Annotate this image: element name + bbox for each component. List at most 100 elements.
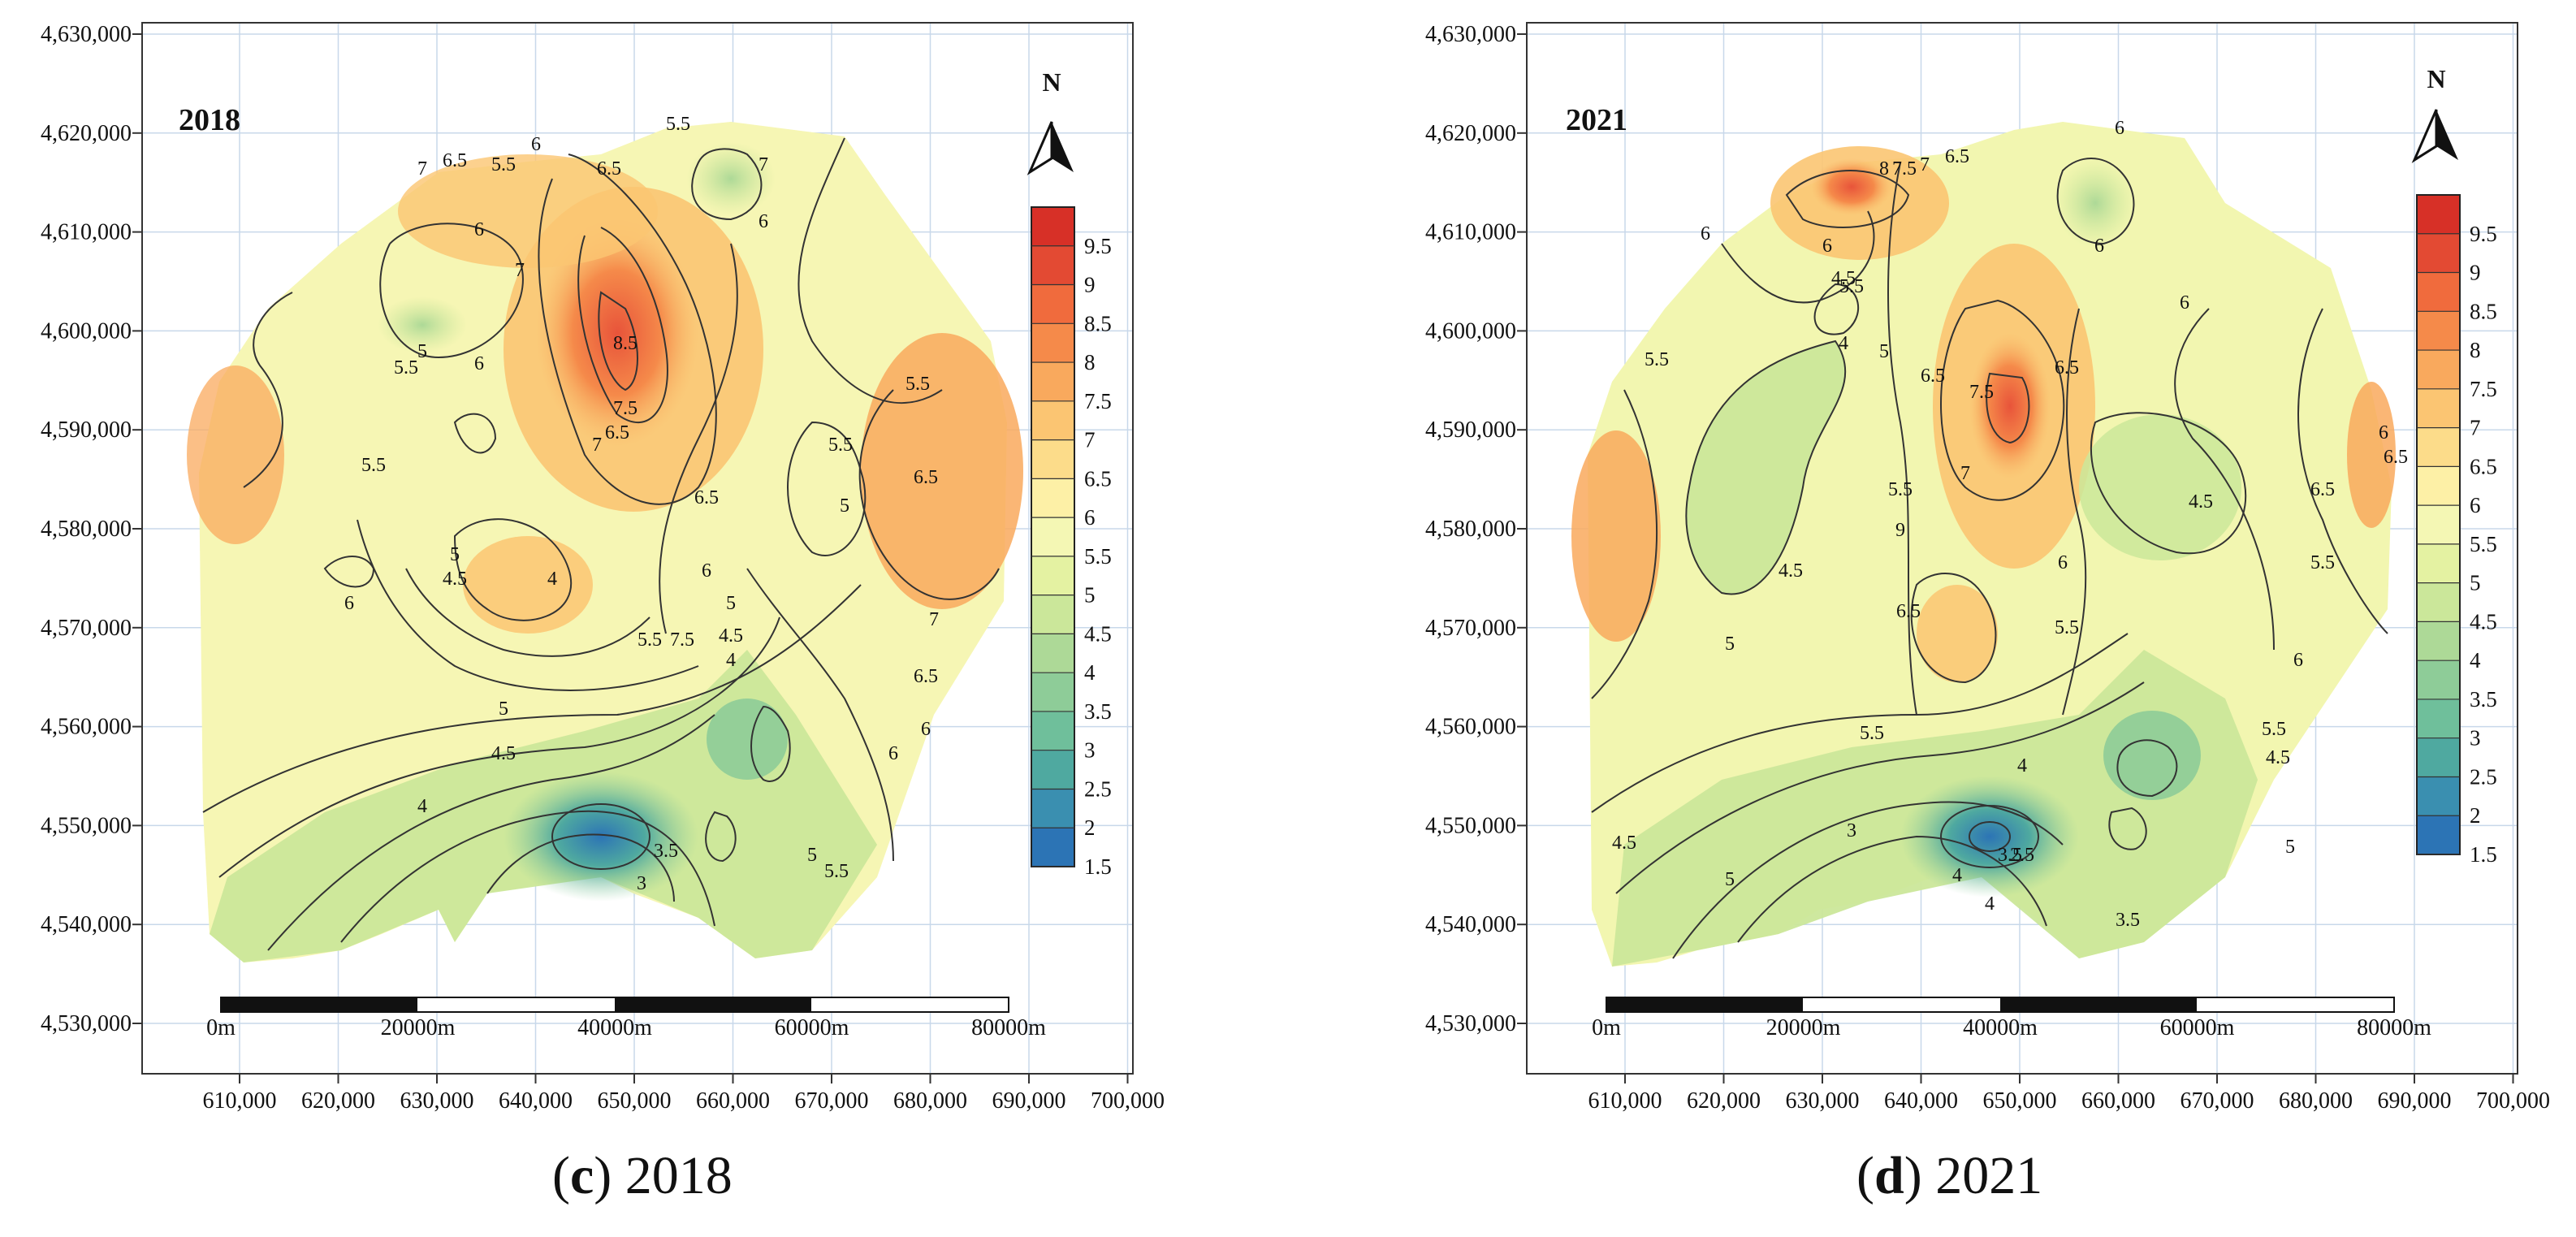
- contour-label: 6.5: [1945, 146, 1969, 167]
- legend-label: 9.5: [1084, 234, 1112, 258]
- legend-swatch: [2417, 466, 2460, 506]
- x-tick-label: 620,000: [1687, 1088, 1761, 1114]
- y-tick-label: 4,540,000: [41, 912, 132, 937]
- scale-label: 60000m: [775, 1015, 849, 1040]
- x-tick-label: 670,000: [795, 1088, 869, 1114]
- contour-label: 6: [2094, 236, 2104, 257]
- legend-swatch: [1031, 595, 1074, 634]
- legend-label: 4.5: [1084, 621, 1112, 646]
- contour-label: 6: [2115, 118, 2124, 139]
- warm-zone-center: [1917, 585, 1998, 682]
- y-tick-label: 4,530,000: [41, 1011, 132, 1036]
- contour-label: 7: [929, 609, 939, 630]
- north-arrow-icon: [1027, 121, 1074, 175]
- legend-label: 2.5: [1084, 776, 1112, 801]
- legend-label: 4: [1084, 660, 1096, 685]
- contour-label: 5: [726, 593, 736, 614]
- contour-label: 6: [344, 593, 354, 614]
- contour-label: 4: [417, 796, 427, 817]
- legend-label: 7: [1084, 428, 1096, 452]
- contour-label: 7.5: [613, 398, 638, 419]
- legend-label: 6: [2470, 493, 2481, 517]
- contour-label: 5.5: [491, 154, 516, 175]
- legend-swatch: [2417, 737, 2460, 777]
- contour-label: 6.5: [2055, 357, 2079, 378]
- contour-label: 9: [1895, 520, 1905, 541]
- legend-label: 2.5: [2470, 764, 2497, 789]
- contour-label: 6.5: [597, 158, 621, 179]
- legend-swatch: [1031, 556, 1074, 596]
- contour-label: 5: [1725, 869, 1735, 890]
- y-tick-label: 4,630,000: [1425, 22, 1516, 47]
- legend-swatch: [1031, 284, 1074, 324]
- y-tick-label: 4,580,000: [1425, 517, 1516, 542]
- legend-swatch: [2417, 660, 2460, 700]
- year-label: 2021: [1566, 103, 1627, 137]
- warm-zone-west: [1571, 430, 1661, 642]
- contour-label: 6: [1822, 236, 1832, 257]
- contour-label: 4.5: [2266, 747, 2290, 768]
- year-label: 2018: [179, 103, 240, 137]
- contour-label: 3.5: [1998, 845, 2022, 866]
- legend-swatch: [2417, 427, 2460, 467]
- contour-label: 4.5: [491, 743, 516, 764]
- contour-label: 5.5: [1839, 276, 1864, 297]
- x-tick-label: 660,000: [2081, 1088, 2155, 1114]
- legend-label: 8: [1084, 350, 1096, 374]
- legend-swatch: [1031, 323, 1074, 363]
- y-tick-label: 4,610,000: [1425, 220, 1516, 245]
- contour-label: 5.5: [2310, 552, 2335, 573]
- legend-swatch: [2417, 195, 2460, 235]
- map-frame: [141, 22, 1134, 1075]
- contour-label: 6: [474, 219, 484, 240]
- legend-swatch: [2417, 505, 2460, 545]
- low-zone-west: [1686, 341, 1846, 595]
- y-tick-label: 4,620,000: [1425, 121, 1516, 146]
- legend-label: 2: [1084, 815, 1096, 840]
- legend-label: 3: [1084, 738, 1096, 763]
- warm-zone-east: [2347, 382, 2396, 528]
- hot-zone: [1969, 333, 2051, 479]
- legend-swatch: [1031, 711, 1074, 751]
- x-tick-label: 690,000: [2378, 1088, 2452, 1114]
- contour-label: 5: [1879, 341, 1889, 362]
- contour-label: 5.5: [1860, 723, 1884, 744]
- contour-label: 7: [592, 435, 602, 456]
- y-tick-label: 4,600,000: [41, 318, 132, 344]
- lowest-zone: [504, 772, 698, 902]
- y-tick-label: 4,590,000: [41, 417, 132, 443]
- contour-label: 6: [888, 743, 898, 764]
- contour-label: 4.5: [1779, 560, 1803, 582]
- contour-label: 6.5: [2310, 479, 2335, 500]
- contour-label: 5: [2285, 837, 2295, 858]
- contour-label: 6: [921, 719, 931, 740]
- legend-swatch: [1031, 400, 1074, 441]
- legend-swatch: [2417, 543, 2460, 584]
- scale-bar: [220, 997, 1009, 1013]
- contour-lines: [1591, 158, 2388, 959]
- legend-label: 7.5: [1084, 389, 1112, 413]
- contour-label: 5.5: [824, 861, 849, 882]
- contour-label: 7.5: [1892, 158, 1917, 179]
- map-panel-2021: 9.598.587.576.565.554.543.532.521.5 610,…: [1425, 22, 2550, 1114]
- x-tick-label: 640,000: [499, 1088, 573, 1114]
- x-tick-label: 620,000: [301, 1088, 375, 1114]
- x-tick-label: 680,000: [893, 1088, 967, 1114]
- contour-label: 7: [1920, 154, 1930, 175]
- caption-year: 2021: [1935, 1146, 2043, 1205]
- scale-label: 40000m: [577, 1015, 652, 1040]
- contour-label: 5: [499, 699, 508, 720]
- contour-label: 5.5: [905, 374, 930, 395]
- x-tick-label: 690,000: [992, 1088, 1066, 1114]
- north-arrow-icon: [2411, 109, 2458, 163]
- scale-label: 0m: [206, 1015, 236, 1040]
- legend-label: 5: [2470, 571, 2481, 595]
- legend-swatch: [2417, 776, 2460, 816]
- x-tick-label: 660,000: [696, 1088, 770, 1114]
- y-tick-label: 4,570,000: [1425, 616, 1516, 641]
- contour-label: 4: [2017, 755, 2027, 776]
- contour-label: 4.5: [1612, 833, 1636, 854]
- caption-year: 2018: [625, 1146, 733, 1205]
- legend-swatch: [2417, 233, 2460, 274]
